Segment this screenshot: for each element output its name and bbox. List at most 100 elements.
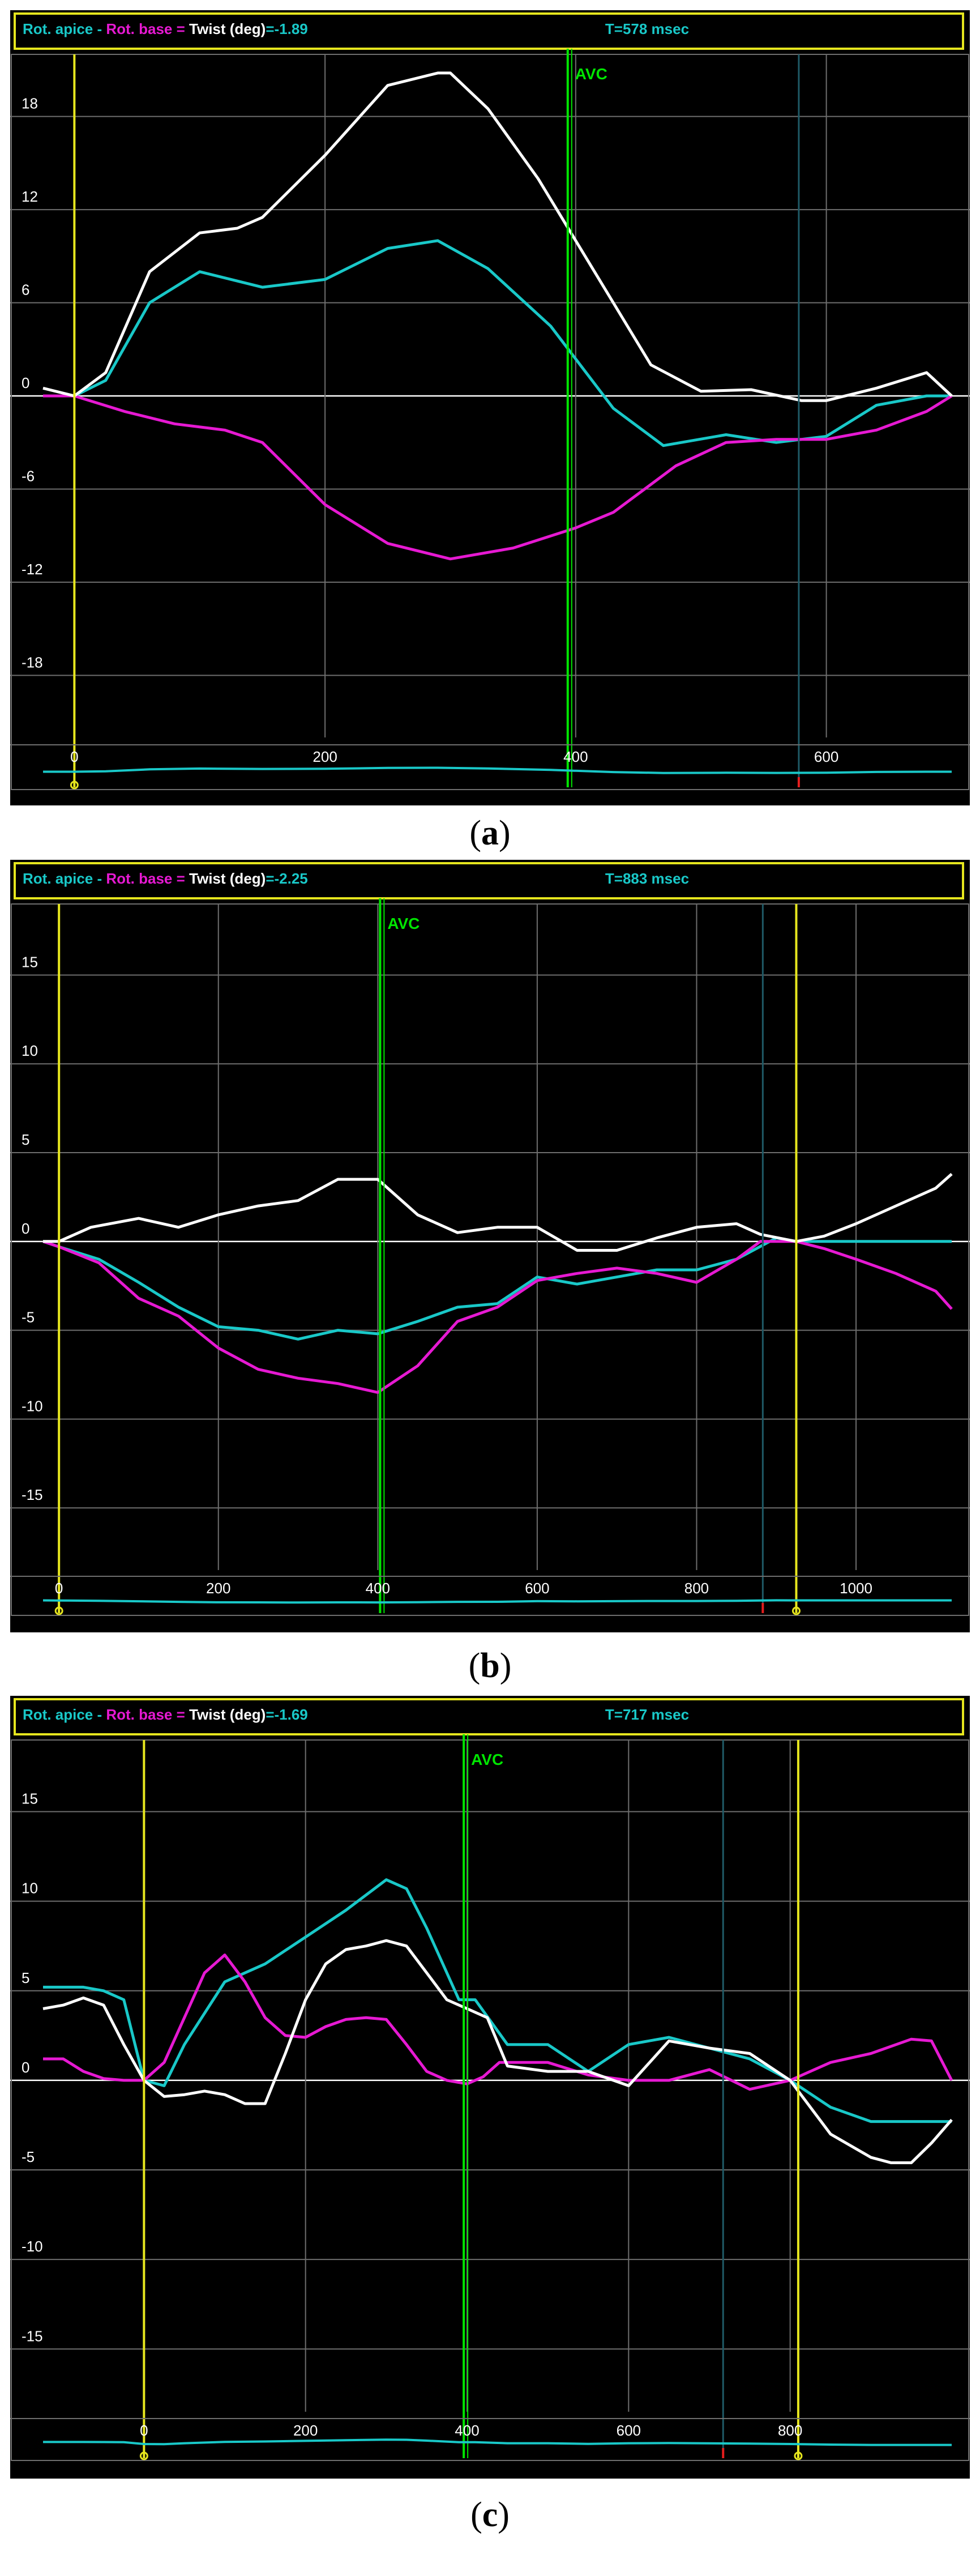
chart-svg: Rot. apice - Rot. base = Twist (deg)=-1.…: [10, 1698, 970, 2461]
legend-box: [14, 862, 964, 899]
caption-c: (c): [0, 2497, 980, 2532]
chart-svg: Rot. apice - Rot. base = Twist (deg)=-1.…: [10, 12, 970, 790]
series-line-apex: [43, 1878, 952, 2123]
y-tick-label: -10: [22, 2238, 43, 2255]
chart-panel-a: Rot. apice - Rot. base = Twist (deg)=-1.…: [10, 10, 970, 805]
y-tick-label: -15: [22, 1486, 43, 1503]
x-tick-label-zero: 0: [140, 2422, 148, 2439]
caption-open: (: [470, 2496, 482, 2534]
series-line-twist: [43, 1172, 953, 1252]
y-tick-label: -5: [22, 1309, 35, 1326]
y-tick-label: 15: [22, 953, 38, 970]
y-tick-label: 18: [22, 95, 38, 112]
x-tick-label: 200: [293, 2422, 318, 2439]
x-tick-label-zero: 0: [70, 748, 78, 765]
x-tick-label: 400: [366, 1580, 390, 1597]
legend-sep2: =: [172, 870, 189, 887]
legend-base: Rot. base: [106, 20, 172, 37]
legend-text: Rot. apice - Rot. base = Twist (deg)=-1.…: [23, 20, 308, 37]
caption-b: (b): [0, 1648, 980, 1683]
legend-sep2: =: [172, 1706, 189, 1723]
caption-open: (: [468, 1647, 481, 1685]
y-tick-label: 15: [22, 1790, 38, 1807]
y-tick-label: -10: [22, 1397, 43, 1414]
x-tick-label: 800: [778, 2422, 802, 2439]
plot-frame: [11, 54, 969, 790]
x-tick-label: 1000: [840, 1580, 872, 1597]
x-tick-label: 200: [206, 1580, 230, 1597]
x-tick-label: 600: [814, 748, 838, 765]
time-readout: T=883 msec: [605, 870, 689, 887]
chart-panel-b: Rot. apice - Rot. base = Twist (deg)=-2.…: [10, 860, 970, 1632]
caption-letter: c: [482, 2496, 498, 2534]
caption-close: ): [499, 1647, 512, 1685]
legend-value: =-1.89: [266, 20, 307, 37]
y-tick-label: 0: [22, 1220, 29, 1237]
x-tick-label: 400: [563, 748, 588, 765]
legend-box: [14, 12, 964, 50]
series-line-base: [42, 1240, 953, 1394]
caption-letter: b: [480, 1647, 500, 1685]
marker-dot: [794, 2451, 803, 2460]
series-line-apex: [43, 239, 952, 447]
avc-label: AVC: [471, 1751, 503, 1768]
avc-label: AVC: [387, 915, 420, 932]
time-readout: T=717 msec: [605, 1706, 689, 1723]
x-tick-label: 800: [684, 1580, 709, 1597]
legend-sep2: =: [172, 20, 189, 37]
chart-panel-c: Rot. apice - Rot. base = Twist (deg)=-1.…: [10, 1696, 970, 2479]
mini-strip-trace: [43, 766, 952, 774]
marker-dot: [54, 1606, 63, 1615]
y-tick-label: 5: [22, 1969, 29, 1986]
x-tick-label: 200: [313, 748, 337, 765]
legend-text: Rot. apice - Rot. base = Twist (deg)=-2.…: [23, 870, 308, 887]
y-tick-label: 0: [22, 374, 29, 391]
y-tick-label: 12: [22, 188, 38, 205]
series-line-base: [43, 1954, 953, 2091]
x-tick-label: 600: [525, 1580, 549, 1597]
legend-text: Rot. apice - Rot. base = Twist (deg)=-1.…: [23, 1706, 308, 1723]
y-tick-label: -18: [22, 654, 43, 671]
mini-strip-trace: [42, 1599, 952, 1604]
series-line-twist: [42, 1939, 953, 2164]
marker-dot: [791, 1606, 801, 1615]
y-tick-label: 0: [22, 2059, 29, 2076]
plot-frame: [11, 1739, 969, 2461]
legend-value: =-2.25: [266, 870, 307, 887]
legend-sep1: -: [93, 1706, 106, 1723]
y-tick-label: 6: [22, 282, 29, 298]
legend-twist: Twist (deg): [189, 870, 266, 887]
y-tick-label: -15: [22, 2327, 43, 2344]
legend-sep1: -: [93, 870, 106, 887]
legend-apex: Rot. apice: [23, 1706, 93, 1723]
y-tick-label: -12: [22, 561, 43, 578]
x-tick-label-zero: 0: [55, 1580, 63, 1597]
x-tick-label: 600: [617, 2422, 641, 2439]
series-line-twist: [42, 71, 953, 402]
legend-base: Rot. base: [106, 1706, 172, 1723]
time-readout: T=578 msec: [605, 20, 689, 37]
series-line-apex: [42, 1236, 952, 1341]
y-tick-label: -6: [22, 467, 35, 484]
mini-strip-trace: [43, 2438, 952, 2446]
legend-apex: Rot. apice: [23, 870, 93, 887]
legend-twist: Twist (deg): [189, 1706, 266, 1723]
caption-letter: a: [481, 814, 499, 852]
plot-frame: [11, 903, 969, 1616]
caption-a: (a): [0, 816, 980, 851]
chart-svg: Rot. apice - Rot. base = Twist (deg)=-2.…: [10, 862, 970, 1616]
legend-apex: Rot. apice: [23, 20, 93, 37]
y-tick-label: 5: [22, 1131, 29, 1148]
series-line-base: [43, 394, 953, 561]
legend-twist: Twist (deg): [189, 20, 266, 37]
y-tick-label: 10: [22, 1042, 38, 1059]
legend-value: =-1.69: [266, 1706, 307, 1723]
x-tick-label: 400: [455, 2422, 479, 2439]
avc-label: AVC: [575, 65, 607, 83]
marker-dot: [70, 781, 79, 790]
marker-dot: [139, 2451, 148, 2460]
caption-close: ): [499, 814, 511, 852]
caption-close: ): [498, 2496, 510, 2534]
y-tick-label: 10: [22, 1880, 38, 1897]
caption-open: (: [469, 814, 481, 852]
